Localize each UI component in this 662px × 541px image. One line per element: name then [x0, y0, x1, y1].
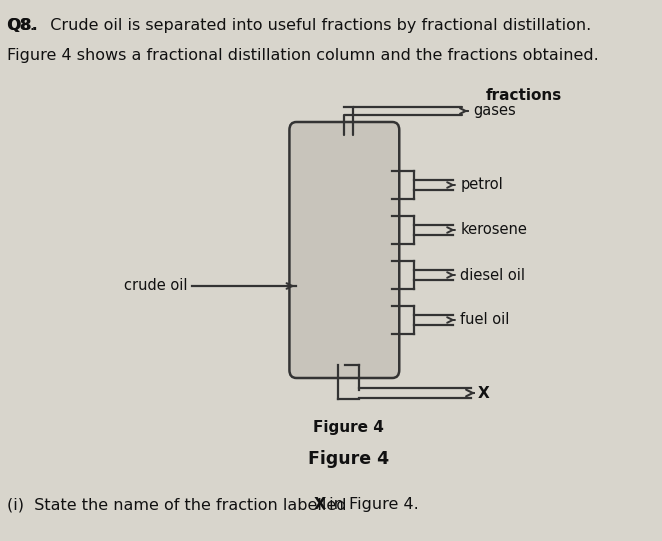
Text: fractions: fractions — [486, 88, 562, 103]
Text: petrol: petrol — [460, 177, 503, 193]
Text: diesel oil: diesel oil — [460, 267, 525, 282]
Text: crude oil: crude oil — [124, 279, 187, 294]
Text: Figure 4 shows a fractional distillation column and the fractions obtained.: Figure 4 shows a fractional distillation… — [7, 48, 598, 63]
Text: Q8.: Q8. — [7, 18, 38, 33]
Text: kerosene: kerosene — [460, 222, 527, 237]
Text: Figure 4: Figure 4 — [313, 420, 384, 435]
Text: in Figure 4.: in Figure 4. — [324, 497, 419, 512]
Text: Q8.   Crude oil is separated into useful fractions by fractional distillation.: Q8. Crude oil is separated into useful f… — [7, 18, 591, 33]
Text: X: X — [478, 386, 489, 400]
Text: fuel oil: fuel oil — [460, 313, 510, 327]
Text: (i)  State the name of the fraction labelled: (i) State the name of the fraction label… — [7, 497, 352, 512]
Text: X: X — [314, 497, 326, 512]
Text: Figure 4: Figure 4 — [308, 450, 389, 468]
Text: gases: gases — [473, 103, 516, 118]
FancyBboxPatch shape — [289, 122, 399, 378]
